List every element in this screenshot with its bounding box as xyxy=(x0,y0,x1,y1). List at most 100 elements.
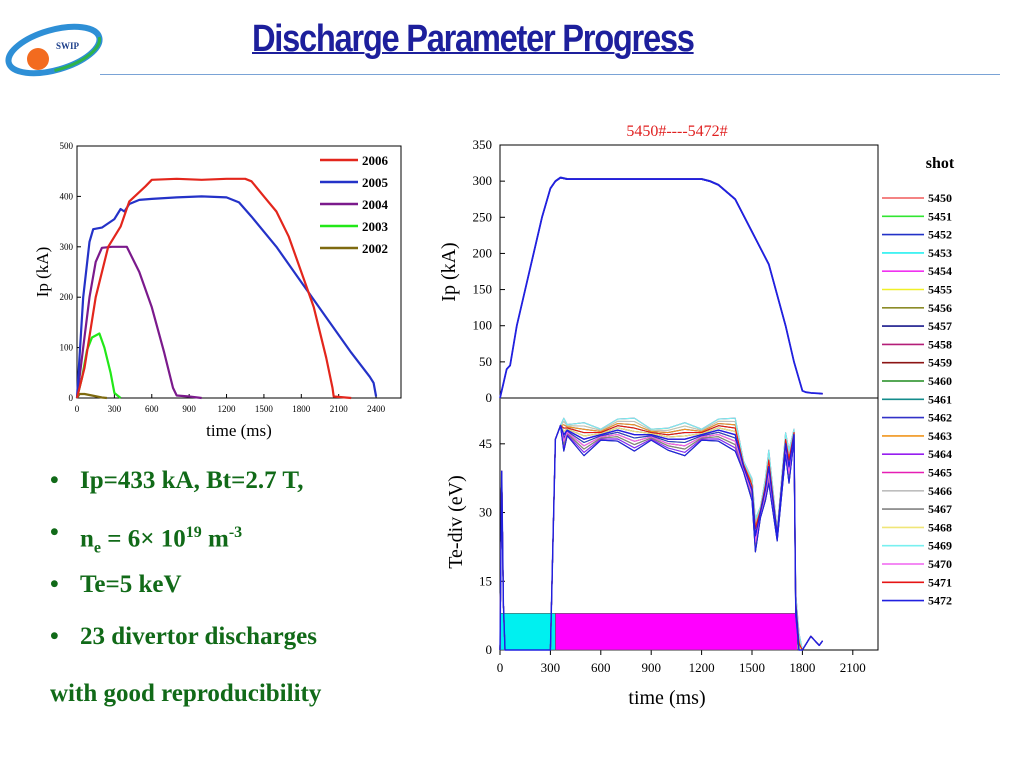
shot-trace-te xyxy=(499,424,824,651)
x-tick-label: 2100 xyxy=(840,660,866,675)
y-tick-label: 45 xyxy=(479,436,492,451)
bullet-text: Te=5 keV xyxy=(80,571,182,598)
bullet-te: • Te=5 keV xyxy=(50,570,317,622)
legend-label-5460: 5460 xyxy=(928,374,952,388)
shot-trace-te xyxy=(499,417,824,651)
shot-trace-ip xyxy=(499,176,823,399)
top-y-axis-label: Ip (kA) xyxy=(438,242,460,301)
x-tick-label: 2100 xyxy=(330,404,349,414)
legend-label-2006: 2006 xyxy=(362,153,389,168)
shot-trace-te xyxy=(499,424,824,651)
y-tick-label: 0 xyxy=(69,393,74,403)
bullet-density: • ne = 6× 1019 m-3 xyxy=(50,518,317,570)
density-subscript: e xyxy=(93,539,102,557)
y-tick-label: 200 xyxy=(60,292,74,302)
series-line-2002 xyxy=(76,392,108,400)
shot-trace-ip xyxy=(499,176,823,399)
density-unit: m xyxy=(201,525,229,553)
bullet-list: • Ip=433 kA, Bt=2.7 T, • ne = 6× 1019 m-… xyxy=(50,466,317,674)
legend-label-5450: 5450 xyxy=(928,191,952,205)
y-tick-label: 100 xyxy=(60,343,74,353)
bullet-dot: • xyxy=(50,467,59,494)
x-tick-label: 1200 xyxy=(218,404,237,414)
shot-trace-te xyxy=(499,424,824,651)
x-tick-label: 600 xyxy=(145,404,159,414)
y-tick-label: 350 xyxy=(473,137,493,152)
shot-trace-ip xyxy=(499,176,823,399)
y-axis-label: Ip (kA) xyxy=(33,247,52,298)
shot-trace-te xyxy=(499,424,824,651)
legend-label-2002: 2002 xyxy=(362,241,388,256)
x-tick-label: 1800 xyxy=(292,404,311,414)
y-tick-label: 150 xyxy=(473,282,493,297)
series-line-2005 xyxy=(75,195,378,399)
bullet-ip: • Ip=433 kA, Bt=2.7 T, xyxy=(50,466,317,518)
chart-title: 5450#----5472# xyxy=(626,123,727,140)
legend-label-5454: 5454 xyxy=(928,264,952,278)
shot-trace-te xyxy=(499,422,824,651)
legend-label-5470: 5470 xyxy=(928,557,952,571)
x-tick-label: 300 xyxy=(541,660,561,675)
legend-label-5462: 5462 xyxy=(928,411,952,425)
shot-trace-te xyxy=(499,424,824,651)
shot-trace-ip xyxy=(499,177,823,399)
shot-trace-ip xyxy=(499,176,823,399)
phase-bar xyxy=(499,613,556,651)
bullet-dot: • xyxy=(50,519,59,546)
legend-label-5456: 5456 xyxy=(928,301,952,315)
legend-label-5472: 5472 xyxy=(928,594,952,608)
x-tick-label: 900 xyxy=(182,404,196,414)
shot-trace-ip xyxy=(499,176,823,399)
plot-frame xyxy=(76,145,402,399)
density-unit-exponent: -3 xyxy=(228,524,243,541)
shot-trace-te xyxy=(499,424,824,651)
shot-trace-te xyxy=(499,420,824,651)
legend-label-5455: 5455 xyxy=(928,283,952,297)
shot-trace-te xyxy=(499,424,824,651)
legend-label-2004: 2004 xyxy=(362,197,389,212)
title-divider xyxy=(100,74,1000,75)
shot-trace-ip xyxy=(499,176,823,399)
x-tick-label: 600 xyxy=(591,660,611,675)
legend-label-5461: 5461 xyxy=(928,392,952,406)
top-plot-frame xyxy=(499,144,879,399)
legend-label-5471: 5471 xyxy=(928,575,952,589)
series-line-2006 xyxy=(75,177,352,400)
legend-label-5466: 5466 xyxy=(928,484,952,498)
shot-trace-te xyxy=(499,424,824,651)
legend-label-5453: 5453 xyxy=(928,246,952,260)
legend-label-5463: 5463 xyxy=(928,429,952,443)
shot-trace-ip xyxy=(499,176,823,399)
y-tick-label: 250 xyxy=(473,209,493,224)
shot-trace-te xyxy=(499,424,824,651)
x-axis-label: time (ms) xyxy=(628,687,705,709)
density-value: = 6× 10 xyxy=(101,525,186,553)
shot-trace-ip xyxy=(499,177,823,399)
series-line-2003 xyxy=(75,332,122,399)
slide-title: Discharge Parameter Progress xyxy=(252,18,695,60)
shot-trace-ip xyxy=(499,177,823,399)
logo-text: SWIP xyxy=(56,41,80,51)
legend-label-5468: 5468 xyxy=(928,520,952,534)
x-tick-label: 2400 xyxy=(367,404,386,414)
series-line-te-5472 xyxy=(499,424,824,651)
y-tick-label: 0 xyxy=(486,390,493,405)
bottom-y-axis-label: Te-div (eV) xyxy=(445,475,467,569)
phase-bar xyxy=(555,613,798,651)
y-tick-label: 200 xyxy=(473,245,493,260)
shot-trace-te xyxy=(499,424,824,651)
shot-trace-te xyxy=(499,424,824,651)
x-axis-label: time (ms) xyxy=(206,421,272,440)
x-tick-label: 0 xyxy=(75,404,80,414)
y-tick-label: 400 xyxy=(60,191,74,201)
x-tick-label: 0 xyxy=(497,660,504,675)
y-tick-label: 100 xyxy=(473,318,493,333)
bullet-dot: • xyxy=(50,623,59,650)
legend-label-5457: 5457 xyxy=(928,319,952,333)
bullet-text: 23 divertor discharges xyxy=(80,623,318,650)
legend-label-5452: 5452 xyxy=(928,228,952,242)
y-tick-label: 300 xyxy=(473,173,493,188)
swip-logo: SWIP xyxy=(5,23,103,77)
y-tick-label: 15 xyxy=(479,573,492,588)
legend-label-5464: 5464 xyxy=(928,447,952,461)
